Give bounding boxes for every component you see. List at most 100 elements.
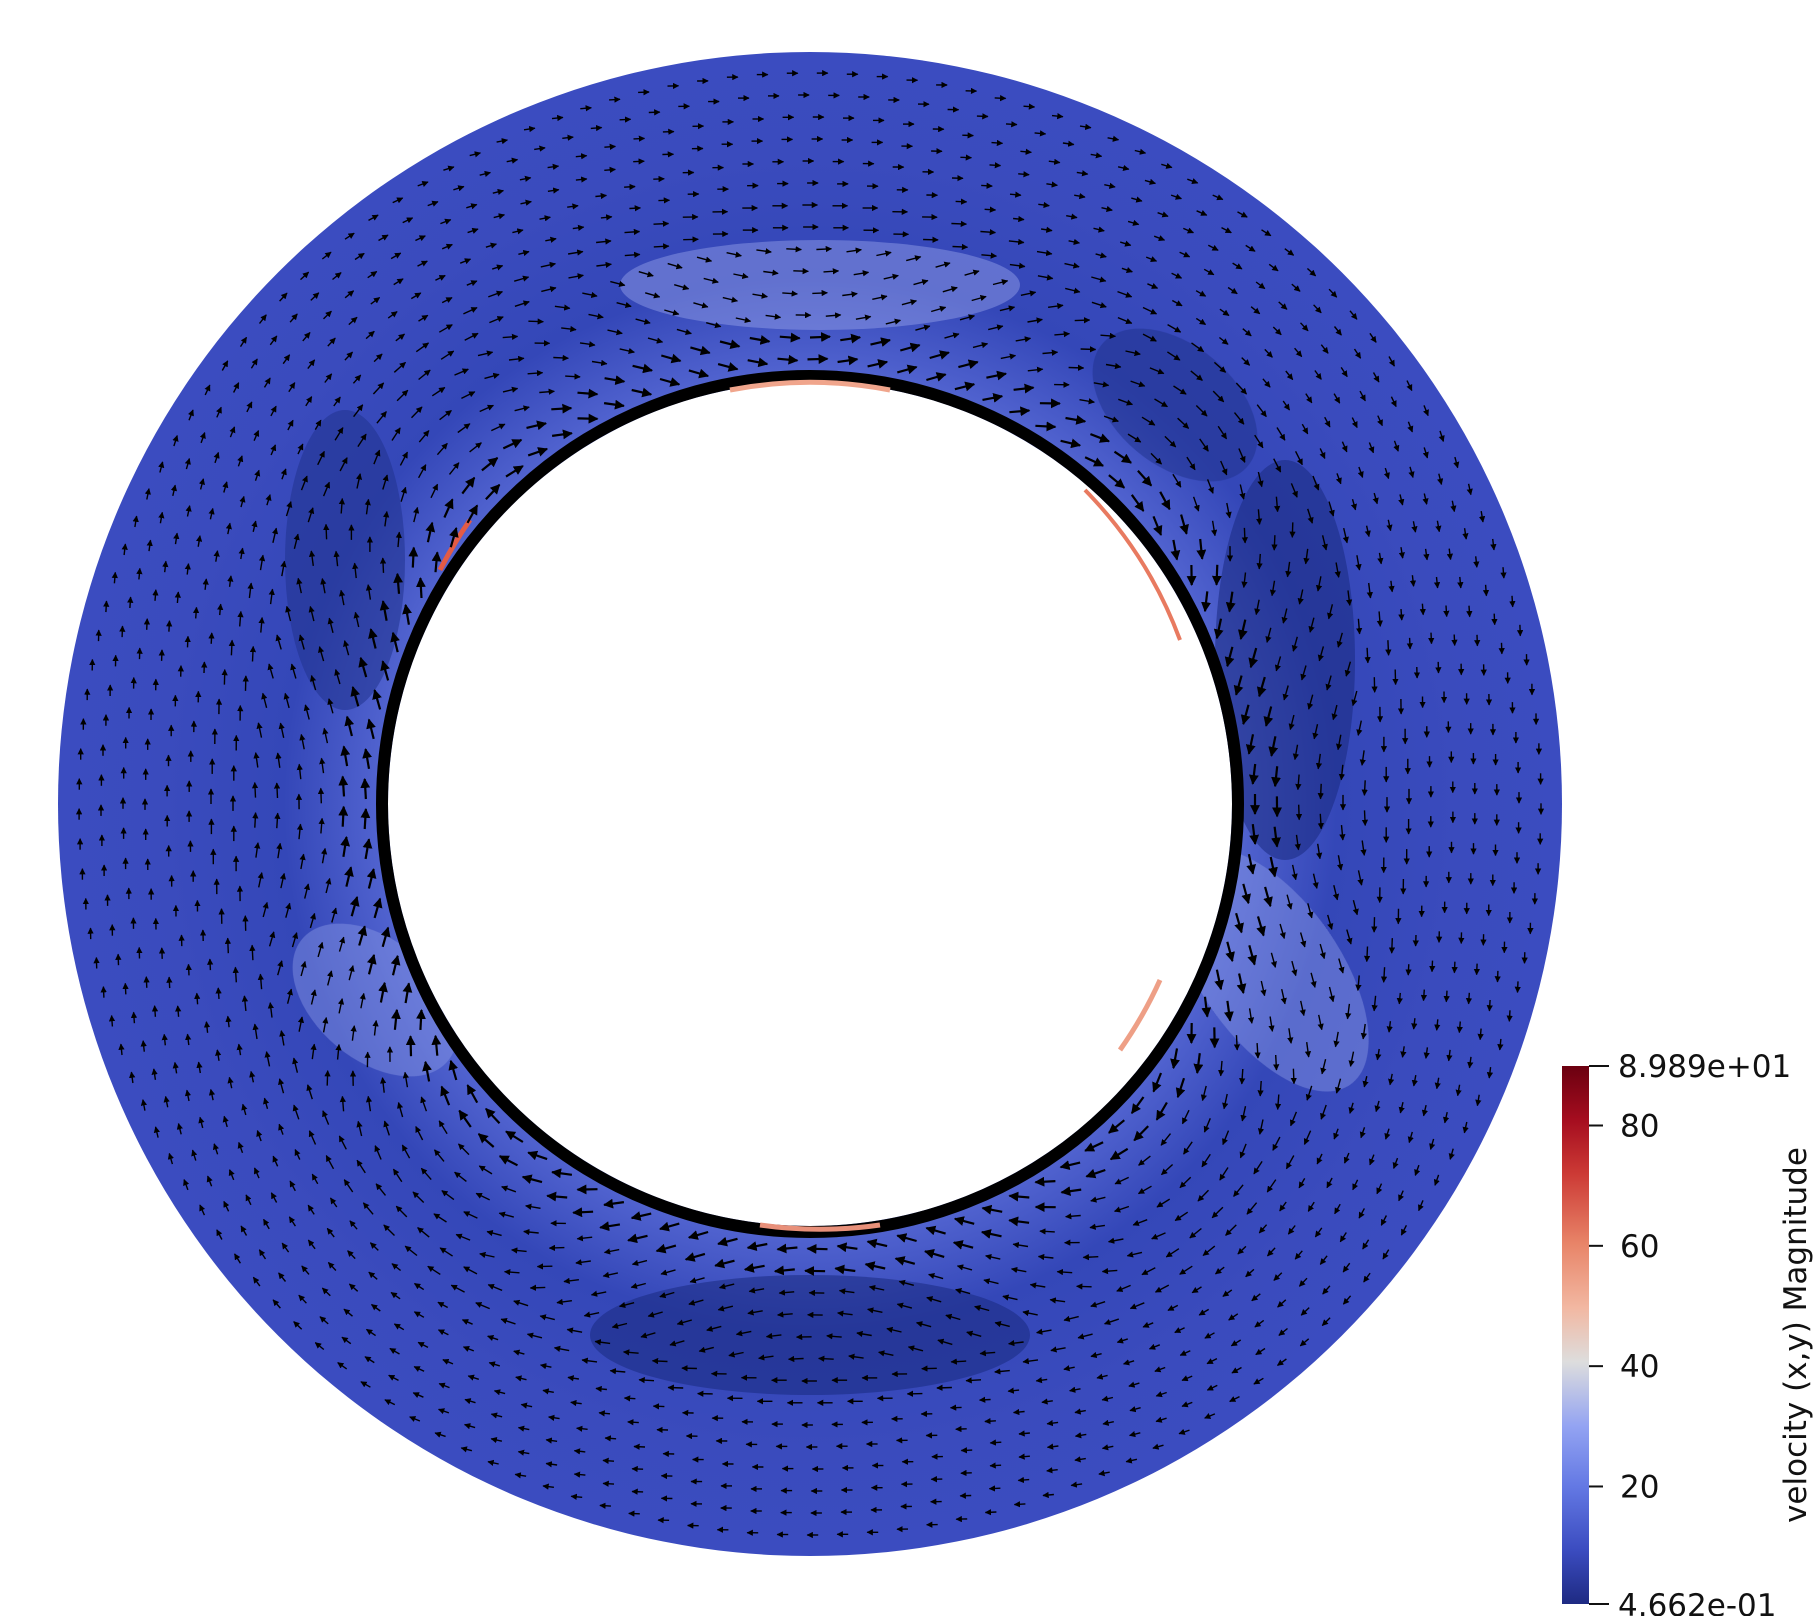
velocity-arrow (955, 1288, 971, 1295)
velocity-arrow (965, 1377, 982, 1384)
velocity-arrow (994, 1368, 1010, 1375)
velocity-arrow (1317, 813, 1325, 830)
velocity-arrow (477, 350, 494, 357)
velocity-arrow (765, 1332, 782, 1340)
velocity-arrow (390, 954, 401, 976)
velocity-arrow (964, 269, 980, 276)
velocity-arrow (1361, 780, 1368, 796)
velocity-arrow (390, 631, 400, 653)
velocity-arrow (344, 866, 354, 887)
velocity-arrow (1473, 963, 1481, 976)
velocity-arrow (321, 847, 328, 864)
velocity-arrow (461, 1319, 473, 1325)
velocity-arrow (274, 812, 281, 829)
velocity-arrow (1037, 1253, 1054, 1261)
velocity-arrow (100, 986, 107, 998)
velocity-arrow (1281, 608, 1288, 624)
velocity-arrow (1307, 903, 1314, 919)
velocity-arrow (1233, 1184, 1244, 1197)
velocity-arrow (1274, 1094, 1282, 1111)
velocity-arrow (1179, 1176, 1192, 1189)
velocity-arrow (224, 937, 232, 954)
velocity-arrow (1356, 618, 1363, 635)
velocity-arrow (1385, 640, 1392, 656)
velocity-arrow (926, 1296, 942, 1303)
velocity-arrow (258, 616, 265, 633)
velocity-arrow (399, 451, 409, 466)
velocity-arrow (1010, 1266, 1027, 1274)
velocity-arrow (308, 605, 315, 622)
velocity-arrow (706, 322, 722, 329)
velocity-arrow (1093, 381, 1110, 388)
velocity-arrow (1000, 353, 1017, 360)
velocity-arrow (1429, 960, 1436, 973)
velocity-arrow (1246, 853, 1257, 875)
velocity-arrow (526, 1332, 543, 1339)
velocity-arrow (408, 546, 419, 568)
velocity-arrow (551, 1168, 573, 1179)
velocity-arrow (647, 337, 664, 344)
velocity-arrow (252, 1023, 259, 1040)
velocity-arrow (232, 966, 239, 983)
velocity-arrow (511, 1247, 527, 1254)
velocity-arrow (1191, 1286, 1202, 1294)
velocity-arrow (454, 368, 469, 376)
velocity-arrow (395, 333, 405, 342)
velocity-arrow (1175, 1077, 1186, 1099)
velocity-arrow (440, 1085, 451, 1106)
velocity-arrow (257, 872, 264, 888)
velocity-arrow (1320, 1104, 1327, 1120)
velocity-arrow (696, 256, 713, 263)
velocity-arrow (928, 1272, 944, 1280)
velocity-arrow (395, 531, 402, 548)
velocity-arrow (1127, 433, 1142, 443)
velocity-arrow (1137, 470, 1153, 487)
velocity-arrow (477, 1133, 495, 1148)
velocity-arrow (296, 577, 303, 594)
velocity-arrow (1170, 539, 1181, 561)
velocity-arrow (379, 600, 390, 621)
velocity-arrow (1215, 1266, 1225, 1275)
velocity-arrow (837, 1310, 853, 1317)
velocity-arrow (872, 294, 888, 301)
velocity-arrow (979, 1350, 996, 1357)
colorbar-legend: 20 40 60 80 8.989e+01 4.662e-01 velocity (x… (1562, 1049, 1814, 1616)
velocity-arrow (1303, 1130, 1312, 1145)
velocity-arrow (653, 243, 670, 250)
velocity-arrow (365, 1095, 373, 1112)
velocity-arrow (405, 1035, 416, 1057)
velocity-arrow (523, 1228, 539, 1236)
velocity-arrow (1103, 415, 1119, 423)
velocity-arrow (320, 577, 327, 594)
velocity-arrow (959, 314, 976, 321)
velocity-arrow (241, 995, 249, 1011)
velocity-arrow (1292, 744, 1299, 761)
velocity-arrow (1059, 1160, 1081, 1170)
velocity-arrow (1238, 448, 1246, 463)
velocity-arrow (1273, 1054, 1280, 1071)
velocity-arrow (1077, 1333, 1093, 1340)
velocity-arrow (514, 275, 530, 282)
velocity-arrow (417, 464, 427, 479)
velocity-arrow (401, 1144, 411, 1159)
velocity-arrow (1186, 456, 1196, 471)
velocity-arrow (1317, 646, 1325, 662)
velocity-arrow (726, 251, 742, 258)
velocity-arrow (348, 965, 355, 981)
velocity-arrow (1008, 1339, 1024, 1347)
velocity-arrow (1154, 398, 1168, 408)
velocity-arrow (396, 389, 409, 402)
velocity-arrow (1315, 576, 1323, 592)
velocity-arrow (1108, 1119, 1125, 1134)
velocity-arrow (431, 1034, 442, 1056)
velocity-arrow (1406, 637, 1413, 650)
velocity-arrow (1193, 1053, 1204, 1074)
velocity-arrow (505, 465, 524, 478)
velocity-arrow (809, 332, 831, 343)
velocity-arrow (392, 1168, 403, 1183)
velocity-arrow (1509, 595, 1516, 608)
velocity-arrow (746, 1241, 768, 1251)
velocity-arrow (1312, 873, 1319, 889)
velocity-arrow (1202, 1245, 1216, 1257)
velocity-arrow (327, 617, 334, 633)
